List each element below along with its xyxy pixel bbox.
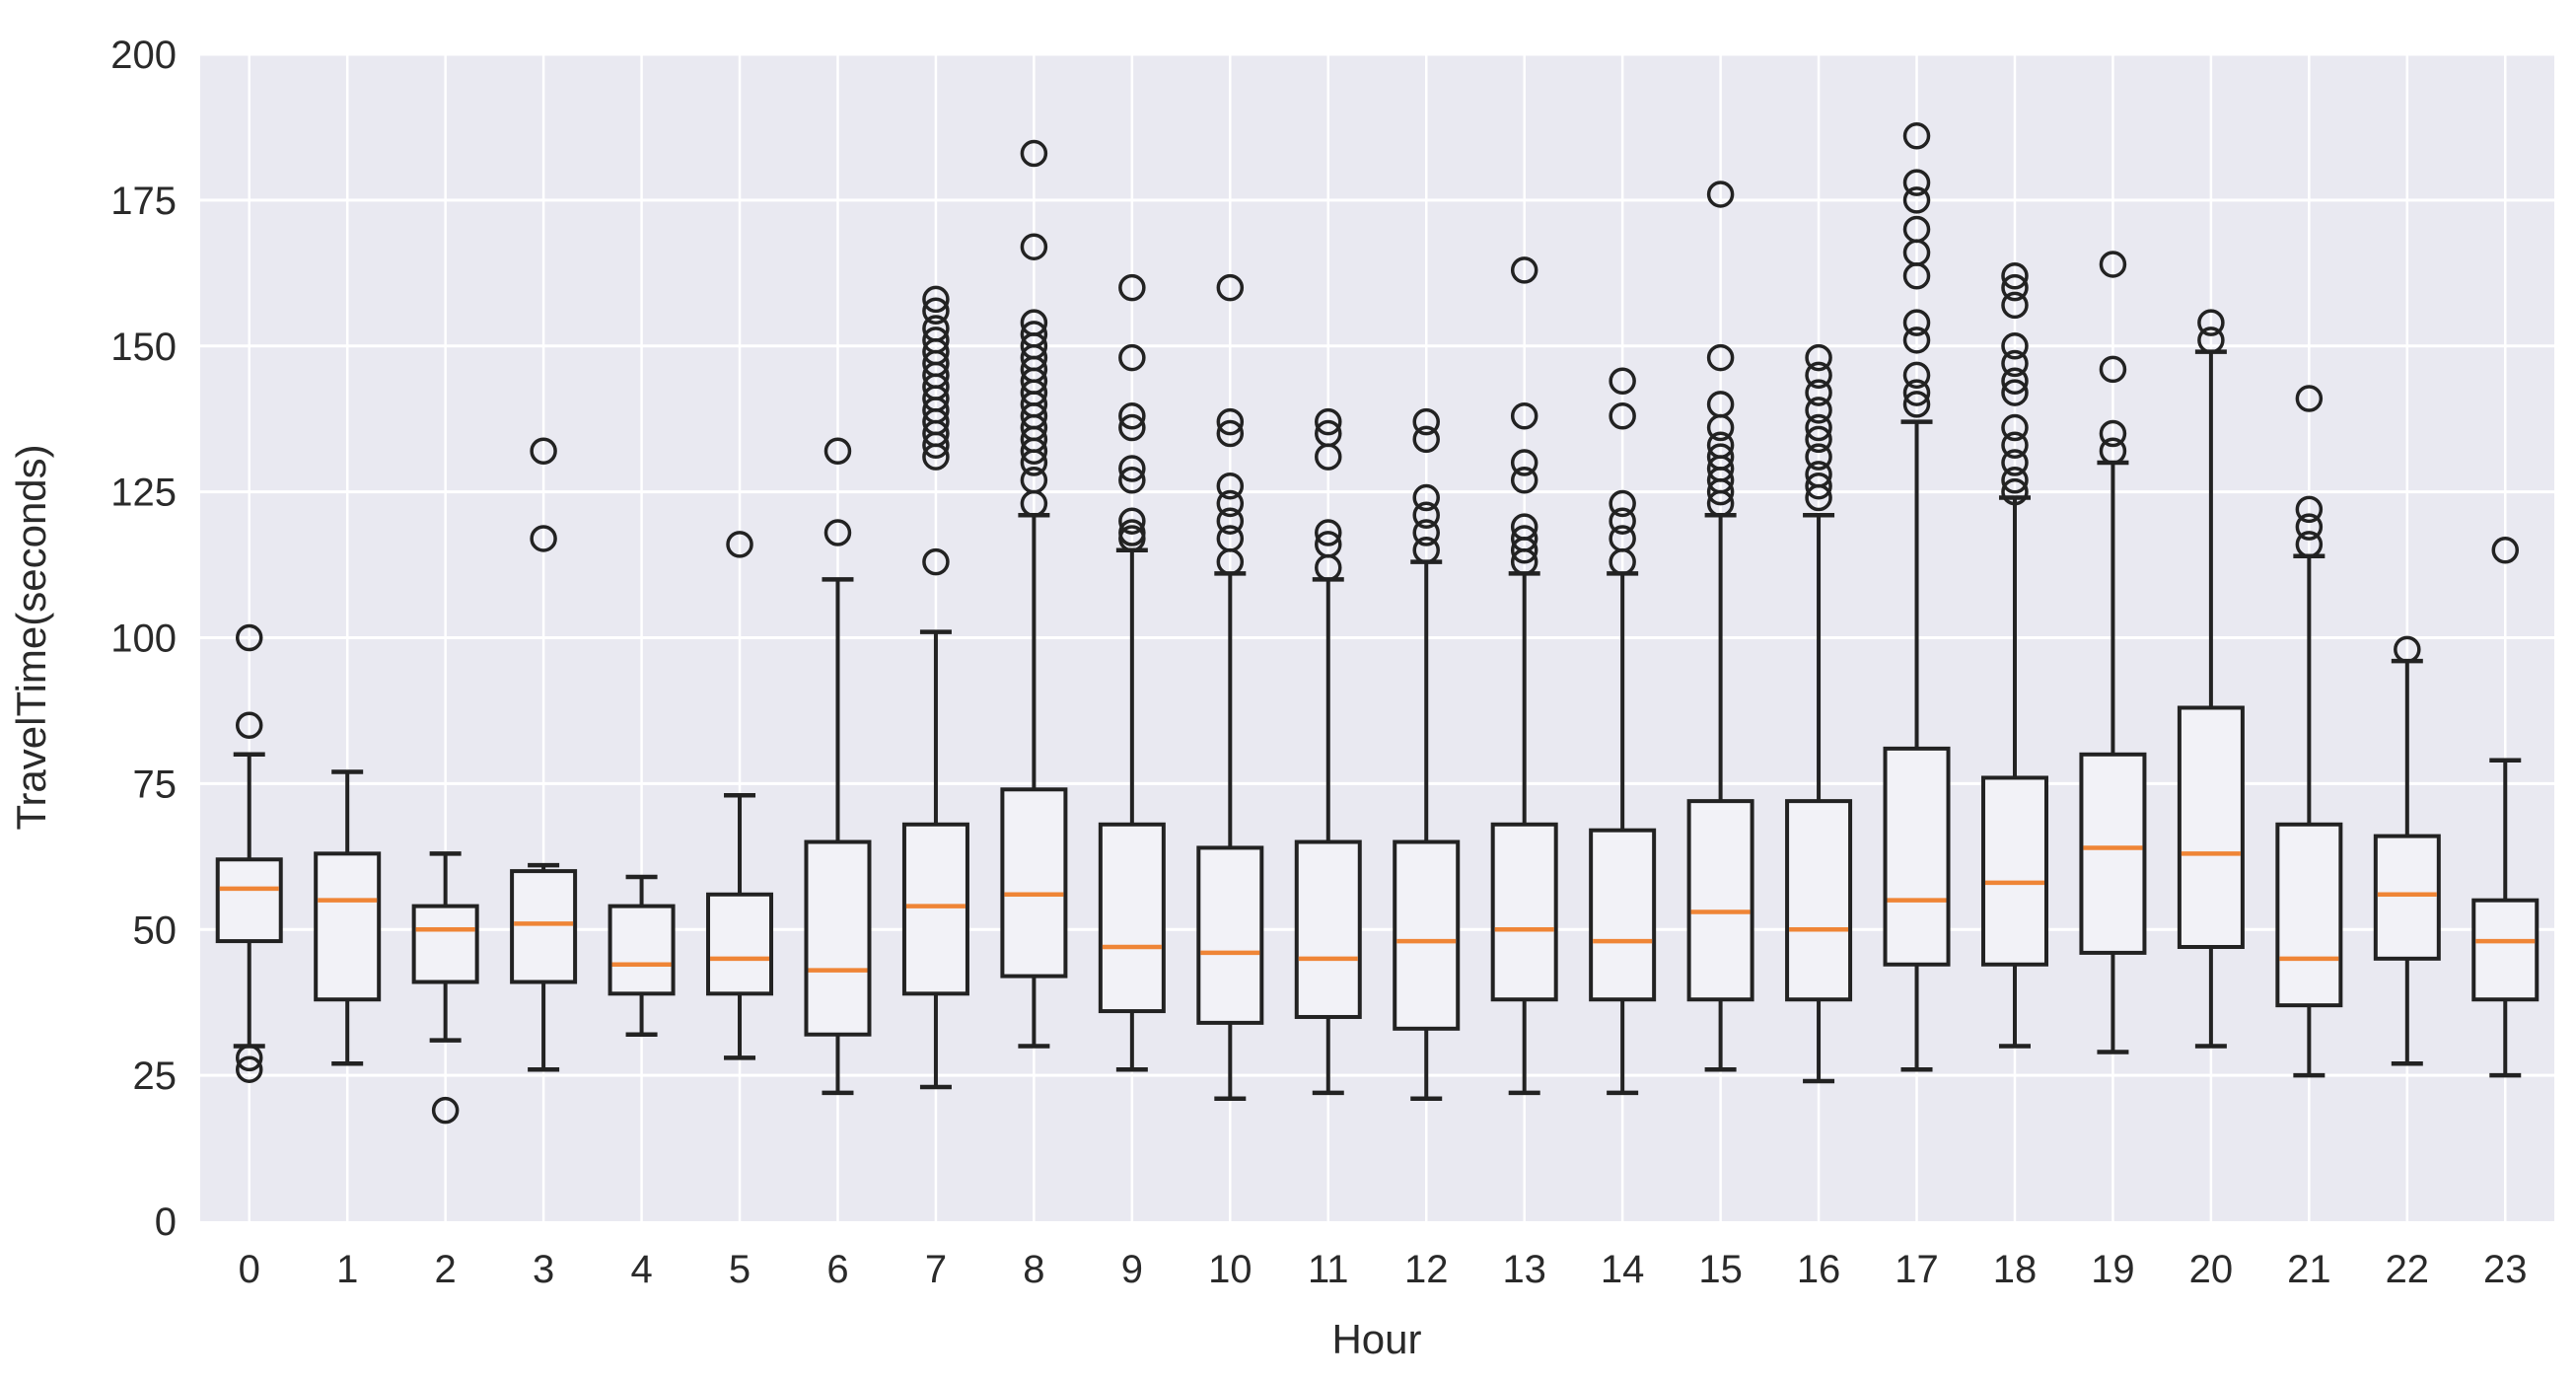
box-hour-12 — [1393, 407, 1461, 1102]
y-tick-label: 75 — [133, 763, 178, 806]
x-tick-label: 19 — [2091, 1248, 2135, 1291]
x-tick-label: 2 — [435, 1248, 457, 1291]
y-tick-label: 200 — [110, 34, 177, 77]
box-hour-5 — [706, 531, 774, 1060]
box-hour-16 — [1785, 343, 1853, 1084]
y-tick-label: 125 — [110, 472, 177, 515]
box-hour-3 — [510, 437, 578, 1072]
box-hour-15 — [1686, 181, 1754, 1072]
x-tick-label: 7 — [925, 1248, 947, 1291]
box-hour-2 — [411, 851, 479, 1125]
y-tick-label: 25 — [133, 1054, 178, 1098]
box-hour-19 — [2079, 251, 2147, 1054]
x-tick-label: 3 — [533, 1248, 554, 1291]
box-hour-7 — [901, 285, 969, 1090]
y-tick-label: 150 — [110, 326, 177, 369]
box-hour-11 — [1294, 407, 1362, 1096]
box-hour-1 — [314, 769, 382, 1066]
x-tick-label: 17 — [1895, 1248, 1939, 1291]
box-hour-4 — [608, 874, 676, 1037]
box-hour-20 — [2177, 309, 2245, 1049]
y-axis-title: TravelTime(seconds) — [8, 444, 54, 830]
box-hour-0 — [215, 623, 283, 1083]
y-tick-label: 50 — [133, 909, 178, 952]
x-tick-label: 20 — [2189, 1248, 2234, 1291]
x-tick-label: 4 — [630, 1248, 652, 1291]
box-hour-21 — [2275, 385, 2343, 1078]
x-tick-label: 22 — [2386, 1248, 2430, 1291]
x-tick-label: 10 — [1208, 1248, 1252, 1291]
box-hour-6 — [804, 437, 872, 1096]
x-tick-label: 0 — [239, 1248, 260, 1291]
y-tick-label: 0 — [155, 1200, 177, 1244]
x-tick-label: 1 — [336, 1248, 358, 1291]
y-tick-label: 175 — [110, 180, 177, 223]
x-tick-label: 5 — [729, 1248, 751, 1291]
x-tick-label: 13 — [1502, 1248, 1546, 1291]
x-tick-label: 23 — [2483, 1248, 2528, 1291]
x-tick-label: 16 — [1797, 1248, 1841, 1291]
box-hour-10 — [1196, 273, 1264, 1102]
box-hour-18 — [1980, 262, 2048, 1049]
x-tick-label: 9 — [1121, 1248, 1143, 1291]
x-tick-label: 6 — [826, 1248, 848, 1291]
x-tick-label: 21 — [2287, 1248, 2331, 1291]
box-hour-22 — [2373, 635, 2441, 1066]
x-tick-label: 11 — [1308, 1248, 1349, 1291]
x-axis-title: Hour — [1331, 1316, 1421, 1362]
box-hour-23 — [2471, 537, 2540, 1078]
box-hour-9 — [1098, 273, 1166, 1072]
box-hour-8 — [1000, 139, 1068, 1049]
box-hour-13 — [1490, 256, 1558, 1096]
x-tick-label: 15 — [1698, 1248, 1743, 1291]
y-tick-label: 100 — [110, 618, 177, 661]
x-tick-label: 12 — [1404, 1248, 1449, 1291]
x-tick-label: 8 — [1023, 1248, 1044, 1291]
box-hour-17 — [1883, 122, 1951, 1072]
x-tick-label: 14 — [1601, 1248, 1645, 1291]
x-tick-label: 18 — [1993, 1248, 2038, 1291]
box-hour-14 — [1589, 367, 1657, 1096]
